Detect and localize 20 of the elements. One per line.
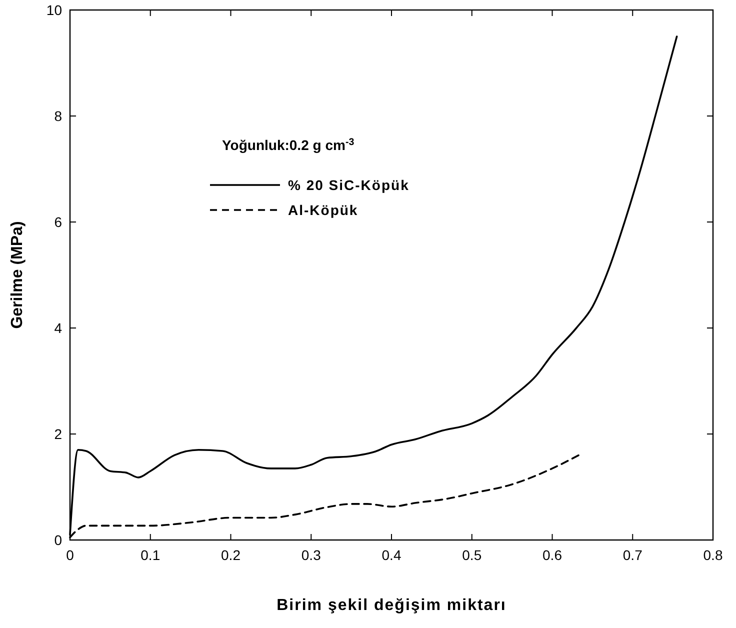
y-axis-title: Gerilme (MPa) — [9, 221, 26, 329]
y-tick-label: 6 — [54, 214, 62, 230]
legend-label: % 20 SiC-Köpük — [288, 177, 410, 193]
y-tick-label: 0 — [54, 532, 62, 548]
x-tick-label: 0.7 — [622, 547, 643, 563]
x-tick-label: 0.8 — [703, 547, 723, 563]
x-tick-label: 0.4 — [382, 547, 402, 563]
annotation: Yoğunluk:0.2 g cm$^{-3}$ — [222, 136, 355, 153]
x-tick-label: 0.3 — [301, 547, 322, 563]
y-tick-label: 10 — [46, 2, 62, 18]
legend-label: Al-Köpük — [288, 202, 358, 218]
x-tick-label: 0 — [66, 547, 74, 563]
x-axis-title: Birim şekil değişim miktarı — [276, 597, 506, 614]
x-tick-label: 0.2 — [221, 547, 241, 563]
x-tick-label: 0.6 — [542, 547, 562, 563]
y-tick-label: 2 — [54, 426, 62, 442]
x-tick-label: 0.1 — [140, 547, 160, 563]
x-tick-label: 0.5 — [462, 547, 482, 563]
y-tick-label: 4 — [54, 320, 62, 336]
y-tick-label: 8 — [54, 108, 62, 124]
